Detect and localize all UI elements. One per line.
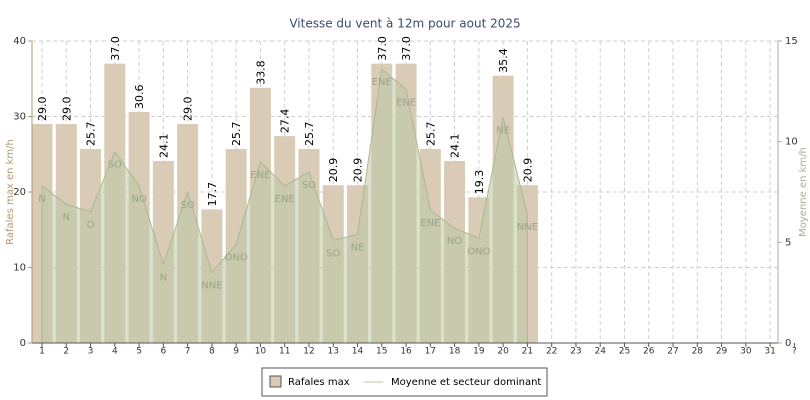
- x-tick-label: 22: [546, 347, 557, 357]
- y2-tick-label: 5: [785, 237, 791, 248]
- y2-tick-label: 15: [785, 36, 798, 47]
- y-tick-label: 0: [20, 338, 26, 349]
- x-tick-label: 1: [39, 347, 45, 357]
- value-label: 37.0: [400, 36, 413, 61]
- direction-label: N: [63, 212, 70, 223]
- x-tick-label: 11: [279, 347, 290, 357]
- value-label: 20.9: [327, 158, 340, 183]
- value-label: 37.0: [376, 36, 389, 61]
- x-tick-label: 9: [233, 347, 239, 357]
- x-tick-label: 13: [328, 347, 339, 357]
- x-tick-label: 19: [473, 347, 485, 357]
- direction-label: ONO: [225, 252, 248, 263]
- value-label: 35.4: [497, 48, 510, 73]
- value-label: 20.9: [352, 158, 365, 183]
- direction-label: SO: [326, 248, 340, 259]
- value-label: 25.7: [230, 121, 243, 146]
- direction-label: ENE: [396, 97, 416, 108]
- direction-label: NNE: [201, 281, 222, 292]
- x-tick-label: 17: [425, 347, 436, 357]
- y2-tick-label: 0: [785, 338, 791, 349]
- average-area: [41, 68, 528, 344]
- x-tick-label: 20: [497, 347, 509, 357]
- y-tick-label: 30: [13, 112, 26, 123]
- legend-swatch: [269, 375, 282, 388]
- value-label: 33.8: [254, 60, 267, 85]
- x-tick-label: 5: [136, 347, 142, 357]
- value-label: 37.0: [109, 36, 122, 61]
- x-tick-label: 3: [88, 347, 94, 357]
- chart-title: Vitesse du vent à 12m pour aout 2025: [289, 17, 520, 31]
- x-tick-label: 2: [63, 347, 69, 357]
- x-tick-label: 4: [112, 347, 118, 357]
- x-tick-label: 30: [740, 347, 752, 357]
- x-tick-label: 28: [692, 347, 704, 357]
- direction-label: NNE: [517, 222, 538, 233]
- value-label: 25.7: [303, 121, 316, 146]
- y2-axis-label: Moyenne en km/h: [798, 147, 809, 237]
- x-tick-label: 8: [209, 347, 215, 357]
- x-tick-label: 14: [352, 347, 364, 357]
- direction-label: N: [160, 272, 167, 283]
- direction-label: SO: [302, 180, 316, 191]
- direction-label: ENE: [275, 194, 295, 205]
- direction-label: ENE: [372, 77, 392, 88]
- value-label: 27.4: [279, 109, 292, 134]
- x-tick-label: 7: [185, 347, 191, 357]
- legend-label: Moyenne et secteur dominant: [391, 377, 541, 388]
- direction-label: NE: [351, 242, 365, 253]
- value-label: 24.1: [157, 134, 170, 159]
- x-tick-label: 6: [160, 347, 166, 357]
- x-tick-label: 16: [400, 347, 412, 357]
- x-tick-label: 31: [764, 347, 775, 357]
- x-tick-label: 15: [376, 347, 387, 357]
- y-tick-label: 10: [13, 263, 26, 274]
- value-label: 25.7: [85, 121, 98, 146]
- value-label: 25.7: [424, 121, 437, 146]
- value-label: 29.0: [60, 97, 73, 122]
- x-tick-label: 25: [619, 347, 630, 357]
- legend: [261, 367, 548, 397]
- x-tick-label: 10: [255, 347, 267, 357]
- value-label: 30.6: [133, 84, 146, 109]
- value-label: 20.9: [521, 158, 534, 183]
- value-label: 19.3: [473, 170, 486, 195]
- direction-label: NE: [496, 126, 510, 137]
- direction-label: N: [38, 194, 45, 205]
- legend-label: Rafales max: [288, 377, 350, 388]
- direction-label: NO: [447, 236, 462, 247]
- x-tick-label: 18: [449, 347, 461, 357]
- y-tick-label: 20: [13, 187, 26, 198]
- x-tick-label: 24: [594, 347, 606, 357]
- direction-label: SO: [181, 200, 195, 211]
- x-tick-label: 12: [303, 347, 314, 357]
- direction-label: SO: [108, 160, 122, 171]
- value-label: 24.1: [449, 134, 462, 159]
- y2-tick-label: 10: [785, 137, 798, 148]
- x-tick-label: ?: [792, 347, 797, 357]
- direction-label: O: [87, 220, 95, 231]
- direction-label: ENE: [250, 170, 270, 181]
- direction-label: ENE: [420, 218, 440, 229]
- x-tick-label: 26: [643, 347, 655, 357]
- x-tick-label: 21: [522, 347, 533, 357]
- y-tick-label: 40: [13, 36, 26, 47]
- x-tick-label: 23: [570, 347, 581, 357]
- x-tick-label: 29: [716, 347, 728, 357]
- x-tick-label: 27: [667, 347, 678, 357]
- direction-label: ONO: [467, 246, 490, 257]
- value-label: 29.0: [36, 97, 49, 122]
- direction-label: NO: [131, 194, 146, 205]
- y-axis-label: Rafales max en km/h: [5, 139, 16, 245]
- value-label: 29.0: [182, 97, 195, 122]
- value-label: 17.7: [206, 182, 219, 207]
